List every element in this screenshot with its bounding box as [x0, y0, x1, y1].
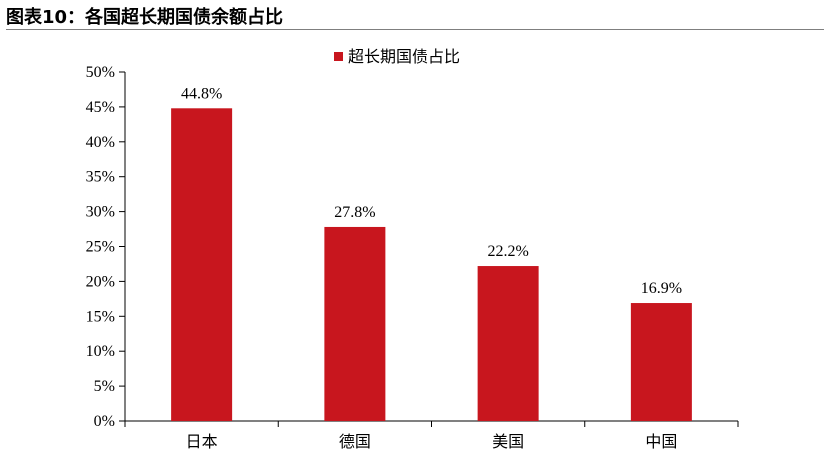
- y-tick-label: 35%: [86, 169, 115, 186]
- x-axis: 日本 德国 美国 中国: [124, 420, 739, 451]
- y-tick-label: 25%: [86, 239, 115, 256]
- x-category-label: 日本: [186, 432, 218, 451]
- y-tick-label: 15%: [86, 308, 115, 325]
- y-tick-label: 50%: [86, 64, 115, 81]
- bar-value-label: 44.8%: [181, 85, 222, 102]
- bar: [324, 226, 386, 421]
- bar: [630, 303, 692, 421]
- y-tick-label: 30%: [86, 204, 115, 221]
- y-tick-label: 0%: [94, 413, 115, 430]
- y-tick-label: 5%: [94, 378, 115, 395]
- y-tick-label: 45%: [86, 99, 115, 116]
- figure-title: 图表10：各国超长期国债余额占比: [6, 7, 284, 28]
- x-category-label: 美国: [492, 432, 524, 451]
- bar-value-label: 16.9%: [641, 280, 682, 297]
- legend-label: 超长期国债占比: [348, 47, 460, 66]
- bars: [171, 108, 692, 422]
- bar: [477, 266, 539, 421]
- y-tick-label: 20%: [86, 273, 115, 290]
- bar-value-label: 22.2%: [487, 243, 528, 260]
- x-category-label: 中国: [645, 432, 677, 451]
- bar: [171, 108, 233, 422]
- data-labels: 44.8% 27.8% 22.2% 16.9%: [181, 85, 682, 297]
- x-category-label: 德国: [339, 432, 371, 451]
- title-divider: [6, 29, 824, 30]
- legend: 超长期国债占比: [334, 47, 460, 66]
- y-tick-label: 40%: [86, 134, 115, 151]
- y-axis: 0% 5% 10% 15% 20% 25% 30% 35% 40% 45% 50%: [86, 64, 126, 430]
- legend-swatch: [334, 52, 343, 61]
- bar-value-label: 27.8%: [334, 204, 375, 221]
- y-tick-label: 10%: [86, 343, 115, 360]
